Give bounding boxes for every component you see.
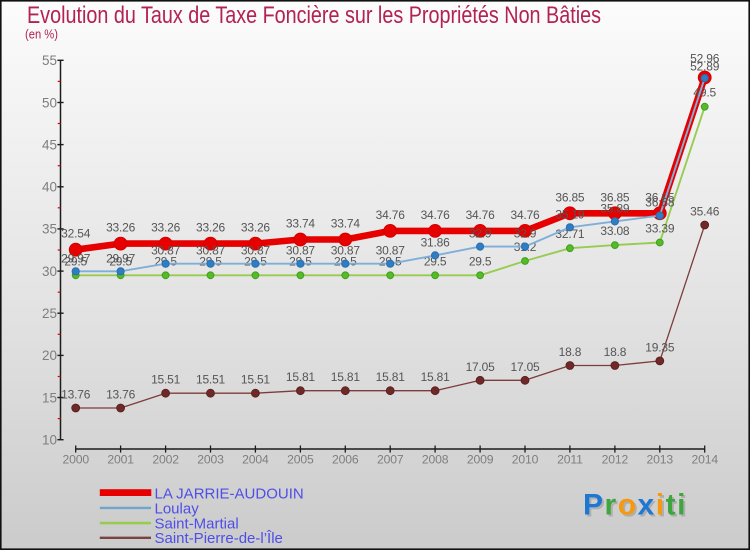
svg-text:2001: 2001 <box>107 453 134 467</box>
svg-text:35.19: 35.19 <box>555 207 585 221</box>
svg-text:52.96: 52.96 <box>690 52 720 66</box>
svg-text:34.76: 34.76 <box>376 208 406 222</box>
svg-text:2002: 2002 <box>152 453 179 467</box>
svg-text:49.5: 49.5 <box>693 86 716 100</box>
svg-text:32.9: 32.9 <box>469 227 492 241</box>
svg-text:(en %): (en %) <box>25 27 58 42</box>
svg-text:32.54: 32.54 <box>61 227 91 241</box>
svg-text:2012: 2012 <box>602 453 629 467</box>
svg-text:33.26: 33.26 <box>241 221 271 235</box>
svg-text:30: 30 <box>42 264 57 279</box>
svg-text:33.26: 33.26 <box>106 221 136 235</box>
svg-text:33.26: 33.26 <box>196 221 226 235</box>
svg-text:17.05: 17.05 <box>466 360 496 374</box>
svg-text:2011: 2011 <box>557 453 583 467</box>
svg-text:2013: 2013 <box>647 453 674 467</box>
svg-text:Evolution du Taux de Taxe Fonc: Evolution du Taux de Taxe Foncière sur l… <box>27 2 601 29</box>
svg-text:2004: 2004 <box>242 453 269 467</box>
svg-text:30.87: 30.87 <box>286 244 316 258</box>
svg-text:20: 20 <box>42 348 57 363</box>
svg-text:18.8: 18.8 <box>559 345 582 359</box>
svg-text:15.81: 15.81 <box>286 370 316 384</box>
svg-text:29.5: 29.5 <box>64 254 87 268</box>
svg-text:50: 50 <box>42 95 57 110</box>
svg-text:2008: 2008 <box>422 453 449 467</box>
svg-text:36.85: 36.85 <box>555 190 585 204</box>
svg-text:15.51: 15.51 <box>151 373 181 387</box>
svg-text:45: 45 <box>42 137 57 152</box>
svg-text:33.39: 33.39 <box>645 222 675 236</box>
svg-text:34.76: 34.76 <box>421 208 451 222</box>
svg-text:15.81: 15.81 <box>376 370 406 384</box>
svg-text:33.08: 33.08 <box>600 224 630 238</box>
svg-text:30.87: 30.87 <box>151 244 181 258</box>
svg-text:36.58: 36.58 <box>645 196 675 210</box>
svg-text:40: 40 <box>42 180 57 195</box>
svg-text:29.5: 29.5 <box>469 254 492 268</box>
svg-text:2007: 2007 <box>377 453 404 467</box>
svg-text:15.51: 15.51 <box>196 373 226 387</box>
svg-text:17.05: 17.05 <box>510 360 540 374</box>
svg-text:29.97: 29.97 <box>61 251 91 265</box>
svg-text:34.76: 34.76 <box>510 208 540 222</box>
svg-text:29.5: 29.5 <box>109 254 132 268</box>
svg-text:15.81: 15.81 <box>421 370 451 384</box>
svg-text:Saint-Pierre-de-l’Île: Saint-Pierre-de-l’Île <box>155 530 283 547</box>
svg-text:30.87: 30.87 <box>241 244 271 258</box>
svg-text:2009: 2009 <box>467 453 494 467</box>
svg-text:30.87: 30.87 <box>376 244 406 258</box>
svg-text:36.85: 36.85 <box>600 190 630 204</box>
svg-text:55: 55 <box>42 53 57 68</box>
svg-text:2003: 2003 <box>197 453 224 467</box>
svg-text:Proxiti: Proxiti <box>583 489 687 522</box>
svg-text:33.26: 33.26 <box>151 221 181 235</box>
svg-text:29.97: 29.97 <box>106 251 136 265</box>
svg-text:30.87: 30.87 <box>196 244 226 258</box>
svg-text:15.51: 15.51 <box>241 373 271 387</box>
svg-text:2010: 2010 <box>512 453 539 467</box>
svg-text:Saint-Martial: Saint-Martial <box>155 515 239 532</box>
svg-text:33.74: 33.74 <box>331 217 361 231</box>
svg-text:31.86: 31.86 <box>421 235 451 249</box>
svg-text:2006: 2006 <box>332 453 359 467</box>
svg-text:33.74: 33.74 <box>286 217 316 231</box>
svg-text:2005: 2005 <box>287 453 314 467</box>
svg-text:15.81: 15.81 <box>331 370 361 384</box>
svg-text:35: 35 <box>42 222 57 237</box>
svg-text:2000: 2000 <box>62 453 89 467</box>
svg-text:29.5: 29.5 <box>424 254 447 268</box>
svg-text:35.89: 35.89 <box>600 201 630 215</box>
svg-text:LA JARRIE-AUDOUIN: LA JARRIE-AUDOUIN <box>155 486 304 503</box>
svg-text:32.9: 32.9 <box>514 227 537 241</box>
svg-text:30.87: 30.87 <box>331 244 361 258</box>
svg-text:Loulay: Loulay <box>155 501 200 518</box>
svg-text:52.89: 52.89 <box>690 60 720 74</box>
svg-text:15: 15 <box>42 390 57 405</box>
svg-text:10: 10 <box>42 433 57 448</box>
svg-text:13.76: 13.76 <box>106 388 136 402</box>
svg-text:35.46: 35.46 <box>690 205 720 219</box>
svg-text:25: 25 <box>42 306 57 321</box>
svg-text:34.76: 34.76 <box>466 208 496 222</box>
svg-text:18.8: 18.8 <box>604 345 627 359</box>
svg-text:19.35: 19.35 <box>645 340 675 354</box>
svg-text:Proxiti: Proxiti <box>585 491 689 524</box>
svg-text:13.76: 13.76 <box>61 388 91 402</box>
svg-text:2014: 2014 <box>691 453 718 467</box>
